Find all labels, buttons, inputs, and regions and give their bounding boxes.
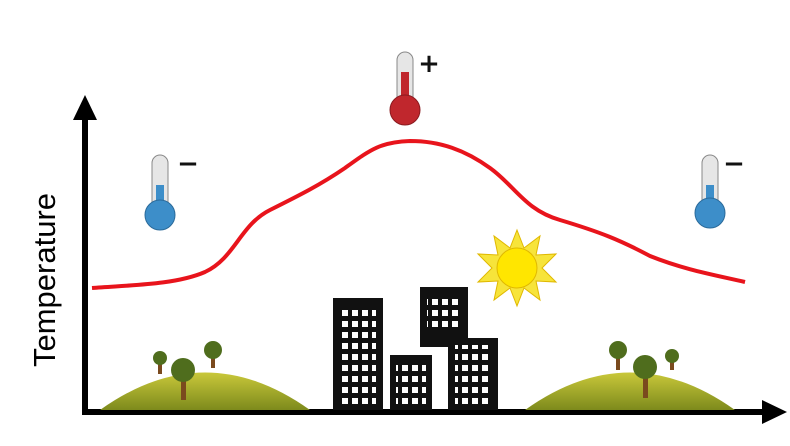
axes xyxy=(73,95,787,424)
thermometer-sign: + xyxy=(418,49,440,79)
thermometer-cold-left xyxy=(144,154,176,231)
right-hill xyxy=(525,341,735,410)
thermometer-sign: − xyxy=(177,149,199,179)
left-hill xyxy=(100,341,310,410)
temperature-curve xyxy=(91,138,746,290)
buildings xyxy=(333,287,498,410)
thermometer-cold-right xyxy=(694,154,726,229)
y-axis-label: Temperature xyxy=(27,193,62,367)
sun xyxy=(476,228,558,308)
thermometer-sign: − xyxy=(723,149,745,179)
thermometer-hot xyxy=(389,51,421,126)
